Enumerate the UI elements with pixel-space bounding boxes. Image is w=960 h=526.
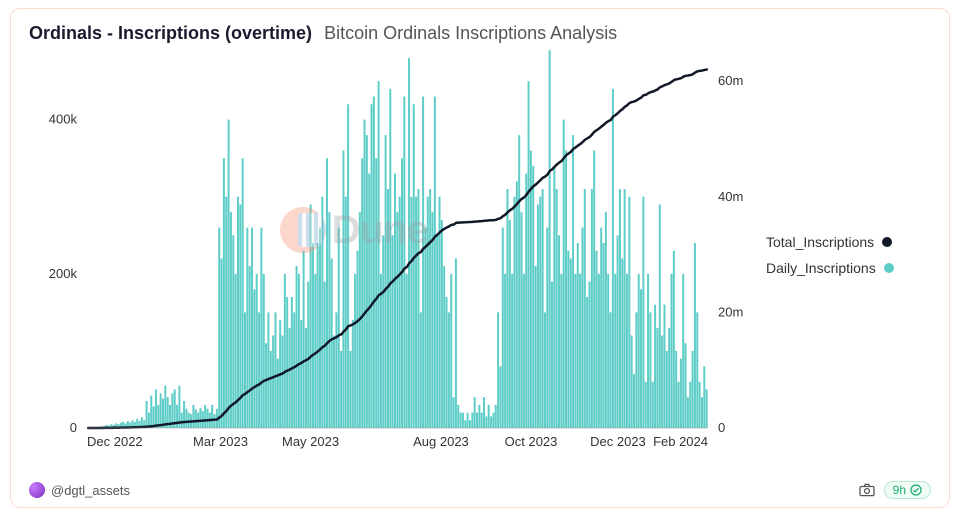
- legend-label-daily: Daily_Inscriptions: [766, 260, 876, 276]
- svg-text:Dec 2023: Dec 2023: [590, 434, 646, 449]
- svg-text:0: 0: [718, 420, 725, 435]
- legend-label-total: Total_Inscriptions: [766, 234, 874, 250]
- legend-dot-daily: [884, 263, 894, 273]
- chart-area: 0 200k 400k 0 20m 40m 60m Dec 2022 Mar 2023 May 2…: [29, 50, 931, 460]
- header: Ordinals - Inscriptions (overtime) Bitco…: [29, 23, 931, 44]
- author-handle: @dgtl_assets: [51, 483, 130, 498]
- legend-item-daily: Daily_Inscriptions: [766, 260, 931, 276]
- svg-text:400k: 400k: [49, 112, 78, 127]
- svg-text:60m: 60m: [718, 73, 743, 88]
- svg-text:Oct 2023: Oct 2023: [505, 434, 558, 449]
- svg-text:Aug 2023: Aug 2023: [413, 434, 469, 449]
- check-icon: [910, 484, 922, 496]
- svg-text:May 2023: May 2023: [282, 434, 339, 449]
- svg-text:0: 0: [70, 420, 77, 435]
- title-primary: Ordinals - Inscriptions (overtime): [29, 23, 312, 44]
- freshness-pill[interactable]: 9h: [884, 481, 931, 499]
- legend: Total_Inscriptions Daily_Inscriptions: [756, 50, 931, 460]
- footer-actions: 9h: [858, 481, 931, 499]
- footer: @dgtl_assets 9h: [29, 481, 931, 499]
- title-secondary: Bitcoin Ordinals Inscriptions Analysis: [324, 23, 617, 44]
- svg-text:200k: 200k: [49, 266, 78, 281]
- chart-svg: 0 200k 400k 0 20m 40m 60m Dec 2022 Mar 2023 May 2…: [29, 50, 756, 460]
- svg-text:Feb 2024: Feb 2024: [653, 434, 708, 449]
- svg-text:20m: 20m: [718, 304, 743, 319]
- svg-text:40m: 40m: [718, 189, 743, 204]
- footer-attribution[interactable]: @dgtl_assets: [29, 482, 130, 498]
- avatar-icon: [29, 482, 45, 498]
- legend-item-total: Total_Inscriptions: [766, 234, 931, 250]
- svg-text:Dec 2022: Dec 2022: [87, 434, 143, 449]
- svg-text:Mar 2023: Mar 2023: [193, 434, 248, 449]
- camera-icon[interactable]: [858, 483, 876, 497]
- chart-card: Ordinals - Inscriptions (overtime) Bitco…: [10, 8, 950, 508]
- legend-dot-total: [882, 237, 892, 247]
- freshness-text: 9h: [893, 483, 906, 497]
